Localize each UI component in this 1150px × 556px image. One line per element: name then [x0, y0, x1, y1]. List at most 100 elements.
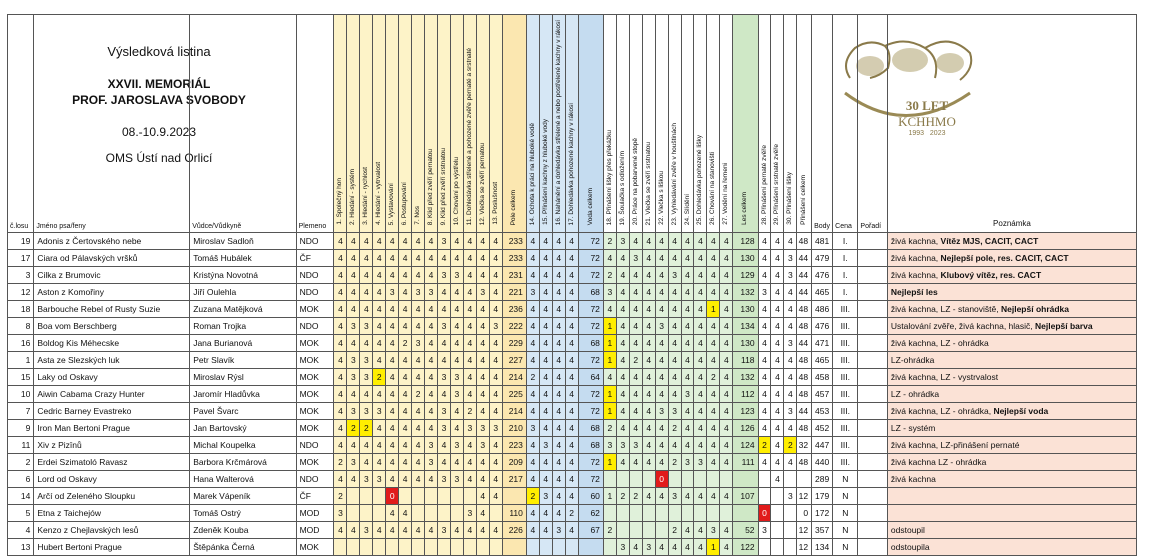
water-score: 4 — [564, 385, 579, 403]
note-award: Nejlepší barva — [1035, 321, 1093, 331]
water-score: 4 — [538, 266, 553, 284]
field-score — [346, 538, 361, 556]
forest-score: 1 — [602, 317, 617, 335]
forest-score: 4 — [667, 232, 682, 250]
water-score: 3 — [538, 436, 553, 454]
table-row: 17 Ciara od Pálavských vršků Tomáš Hubálek… — [6, 249, 1138, 267]
order — [857, 470, 888, 488]
field-score: 4 — [372, 232, 387, 250]
field-score: 3 — [436, 317, 451, 335]
forest-total: 122 — [732, 538, 759, 556]
dog-name: Lord od Oskavy — [33, 470, 191, 488]
forest-score: 4 — [719, 436, 734, 454]
forest-score: 4 — [654, 385, 669, 403]
draw-number: 2 — [6, 453, 35, 471]
field-score: 4 — [385, 232, 400, 250]
total-points: 457 — [811, 385, 834, 403]
retrieve-score — [770, 538, 785, 556]
retrieve-score: 4 — [783, 232, 798, 250]
water-score: 4 — [551, 283, 566, 301]
field-score: 3 — [436, 470, 451, 488]
forest-score: 4 — [719, 385, 734, 403]
field-score: 2 — [346, 419, 361, 437]
dog-name: Iron Man Bertoni Prague — [33, 419, 191, 437]
col-header-discipline-20-label: 19. Šoulačka s odložením — [618, 150, 626, 225]
note-text: odstoupila — [890, 542, 930, 552]
field-score: 4 — [346, 470, 361, 488]
draw-number: 9 — [6, 419, 35, 437]
forest-score — [719, 470, 734, 488]
field-score: 4 — [359, 453, 374, 471]
forest-score: 4 — [654, 300, 669, 318]
forest-score: 2 — [602, 232, 617, 250]
dog-name: Cedric Barney Evastreko — [33, 402, 191, 420]
field-score: 3 — [411, 283, 426, 301]
water-score: 4 — [525, 385, 540, 403]
forest-score — [602, 504, 617, 522]
col-header-discipline-9-label: 10. Chování po výstřelu — [452, 156, 460, 225]
field-score: 4 — [488, 351, 503, 369]
field-total: 233 — [501, 249, 527, 267]
water-score: 4 — [551, 249, 566, 267]
breed: MOK — [295, 334, 335, 352]
water-score: 4 — [564, 436, 579, 454]
water-score: 4 — [564, 317, 579, 335]
col-header-discipline-8-label: 9. Klid před zvěří srstnatou — [439, 147, 447, 225]
handler-name: Kristýna Novotná — [189, 266, 297, 284]
water-score: 4 — [551, 470, 566, 488]
note-text: živá kachna, LZ-přinášení pernaté — [890, 440, 1020, 450]
water-score: 4 — [564, 232, 579, 250]
field-score: 4 — [385, 419, 400, 437]
col-header-discipline-11-label: 12. Vlečka se zvěří pernatou — [478, 142, 486, 225]
col-header-discipline-28-label: 27. Vodění na řemeni — [722, 163, 730, 225]
col-header-points: Body — [811, 14, 834, 233]
col-header-discipline-18-label: Voda celkem — [586, 187, 594, 225]
col-header-discipline-17-label: 17. Dohledávka pohozené kachny v rákosí — [567, 102, 575, 226]
forest-score — [641, 504, 656, 522]
field-score: 4 — [462, 266, 477, 284]
field-score: 4 — [372, 300, 387, 318]
field-score: 4 — [333, 521, 348, 539]
field-score: 4 — [475, 487, 490, 505]
col-header-discipline-14: 14. Ochota k práci na hluboké vodě — [525, 14, 540, 233]
water-score: 4 — [564, 334, 579, 352]
dog-name: Boldog Kis Méhecske — [33, 334, 191, 352]
forest-score: 3 — [628, 249, 643, 267]
dog-name: Boa vom Berschberg — [33, 317, 191, 335]
forest-total: 126 — [732, 419, 759, 437]
field-score: 4 — [475, 232, 490, 250]
col-header-discipline-2: 3. Hledání - rychlost — [359, 14, 374, 233]
retrieve-score: 3 — [757, 521, 772, 539]
field-score: 4 — [475, 521, 490, 539]
draw-number: 18 — [6, 300, 35, 318]
forest-score: 1 — [602, 351, 617, 369]
forest-total: 112 — [732, 385, 759, 403]
order — [857, 351, 888, 369]
col-header-discipline-3-label: 4. Hledání - vytrvalost — [375, 162, 383, 225]
note-text: živá kachna, — [890, 236, 941, 246]
table-row: 5 Etna z Taichejów Tomáš Ostrý MOD 3 4 4 3 4 110 4… — [6, 504, 1138, 522]
table-row: 4 Kenzo z Chejlavských lesů Zdeněk Kouba MO… — [6, 521, 1138, 539]
water-score — [525, 538, 540, 556]
field-score: 3 — [372, 402, 387, 420]
note-text: odstoupil — [890, 525, 925, 535]
retrieve-score — [783, 538, 798, 556]
field-score: 4 — [449, 283, 464, 301]
forest-score: 2 — [615, 487, 630, 505]
field-score: 4 — [488, 232, 503, 250]
forest-score: 4 — [693, 402, 708, 420]
total-points: 465 — [811, 283, 834, 301]
breed: NDO — [295, 317, 335, 335]
retrieve-score: 4 — [757, 300, 772, 318]
order — [857, 385, 888, 403]
forest-score: 3 — [615, 232, 630, 250]
water-score: 4 — [551, 300, 566, 318]
water-score: 4 — [564, 453, 579, 471]
field-score: 4 — [359, 283, 374, 301]
field-score: 4 — [411, 232, 426, 250]
forest-score: 2 — [628, 351, 643, 369]
forest-total: 132 — [732, 368, 759, 386]
field-score: 4 — [449, 351, 464, 369]
field-score: 4 — [449, 334, 464, 352]
retrieve-score: 4 — [770, 453, 785, 471]
